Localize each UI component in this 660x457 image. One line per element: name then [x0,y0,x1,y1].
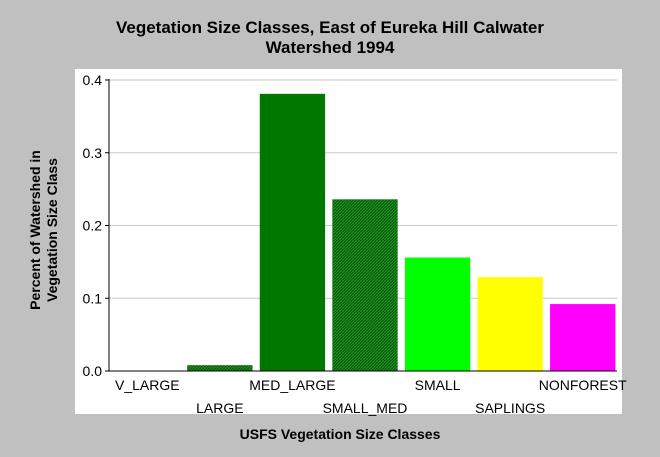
bar-saplings [477,277,543,371]
axes [108,79,617,372]
y-tick-label: 0.2 [83,218,103,234]
y-tick-label: 0.4 [83,72,103,88]
x-tick-label: V_LARGE [115,377,180,393]
y-tick-labels: 0.0 0.1 0.2 0.3 0.4 [83,72,103,379]
x-tick-labels: V_LARGE LARGE MED_LARGE SMALL_MED SMALL SAPLI… [115,377,627,416]
bars [187,93,616,371]
y-tick-label: 0.0 [83,363,103,379]
x-tick-label: SMALL_MED [323,400,408,416]
bar-small-med [332,199,398,371]
x-tick-label: SAPLINGS [475,400,545,416]
x-tick-label: MED_LARGE [249,377,335,393]
x-tick-label: LARGE [196,400,243,416]
x-tick-label: NONFOREST [539,377,627,393]
chart-title-line-2: Watershed 1994 [265,38,395,57]
bar-nonforest [550,304,616,371]
chart-title-line-1: Vegetation Size Classes, East of Eureka … [115,18,544,37]
bar-small [404,257,471,371]
bar-med-large [259,93,326,371]
y-tick-label: 0.1 [83,290,103,306]
x-axis-label: USFS Vegetation Size Classes [239,426,441,442]
bar-large [187,365,253,371]
x-tick-label: SMALL [415,377,461,393]
y-tick-label: 0.3 [83,145,103,161]
